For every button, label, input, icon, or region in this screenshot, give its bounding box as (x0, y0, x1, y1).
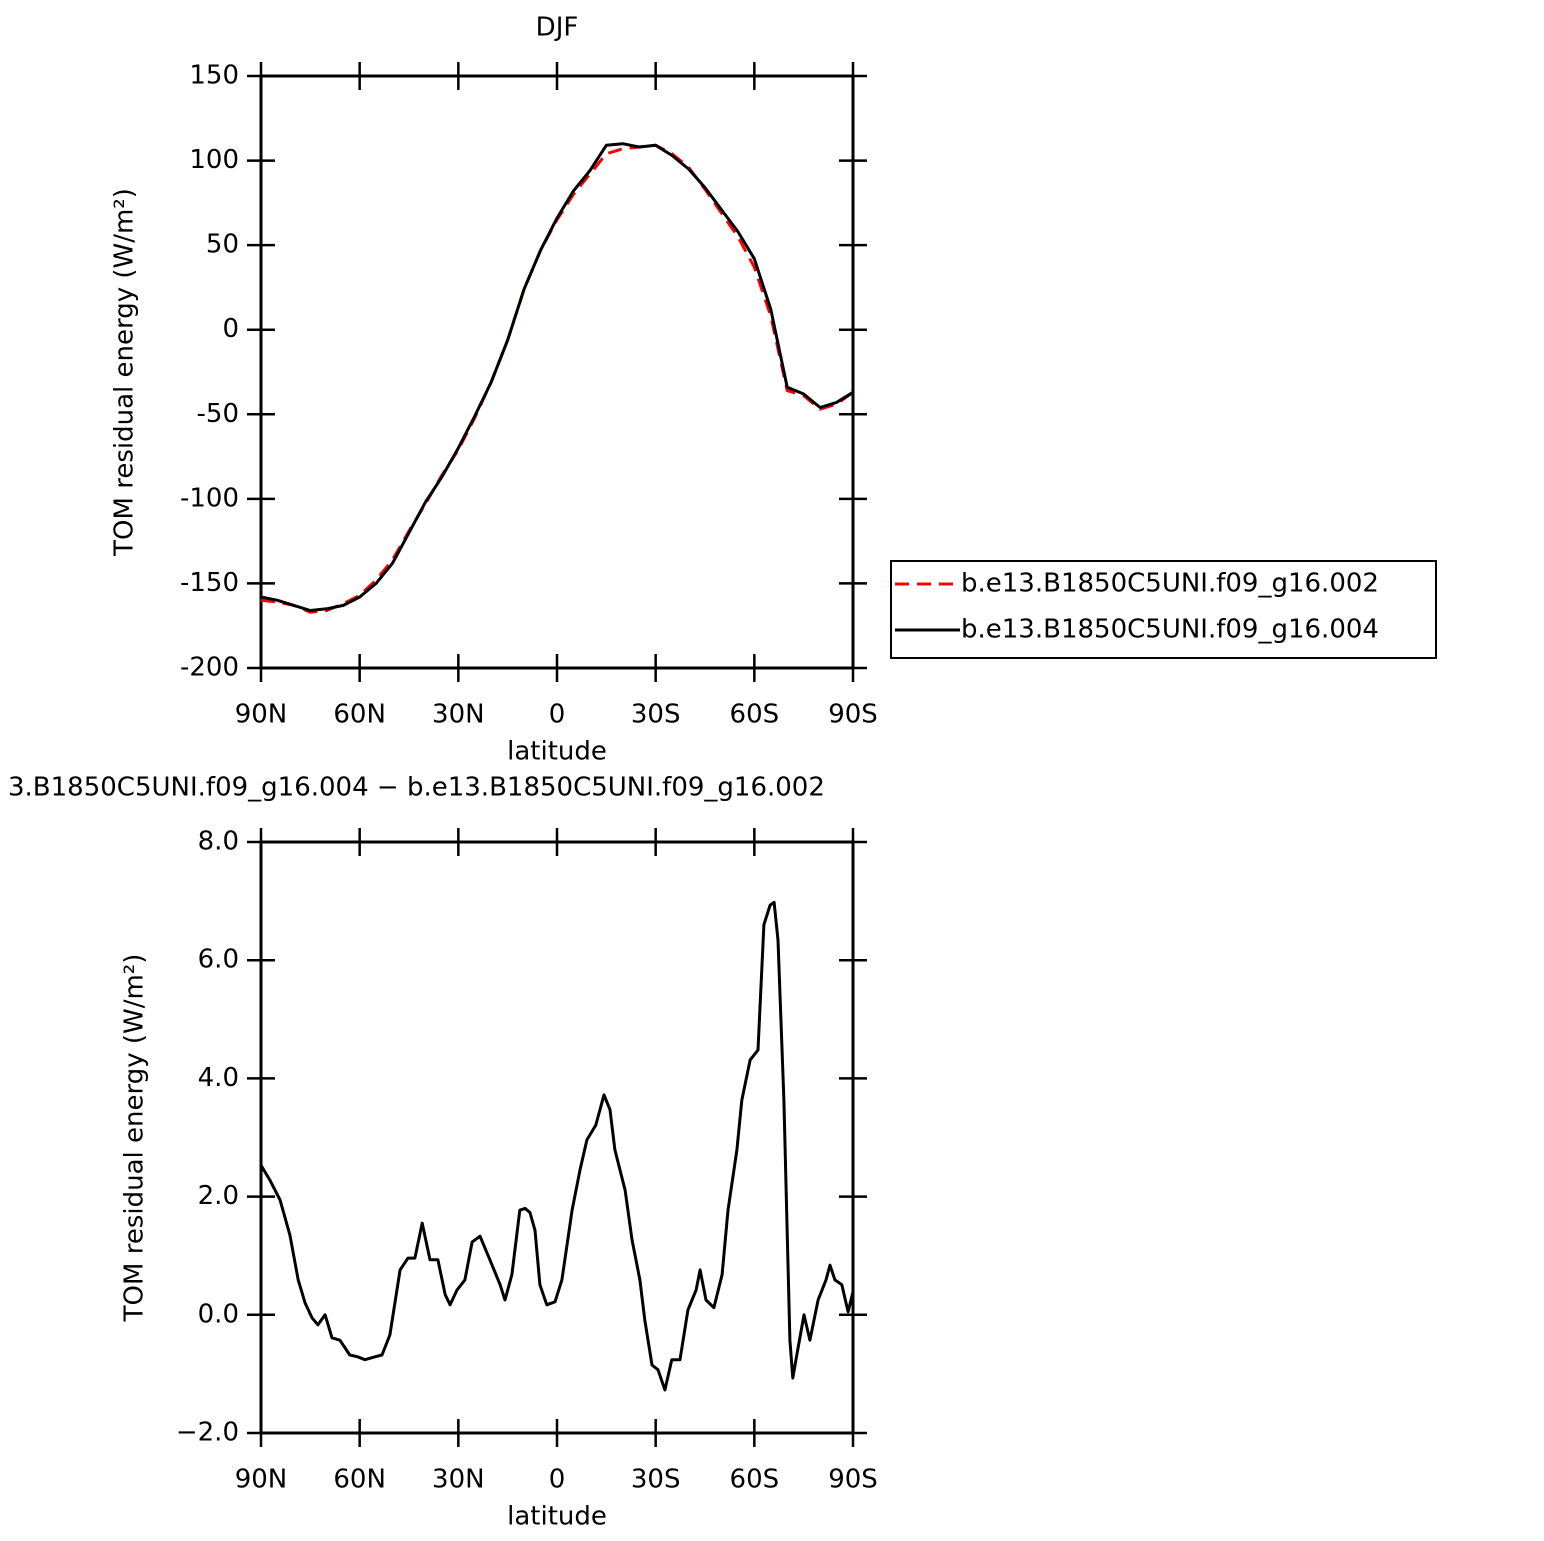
legend-label: b.e13.B1850C5UNI.f09_g16.004 (961, 615, 1379, 645)
plot: DJF latitude TOM residual energy (W/m²) -20… (110, 13, 1437, 767)
legend-label: b.e13.B1850C5UNI.f09_g16.002 (961, 569, 1379, 599)
x-tick-label: 30S (631, 1465, 681, 1495)
y-tick-label: 150 (189, 61, 239, 91)
x-tick-label: 30N (432, 700, 485, 730)
x-axis-label: latitude (507, 1502, 607, 1532)
x-tick-label: 90N (235, 1465, 288, 1495)
y-tick-label: 100 (189, 145, 239, 175)
y-tick-label: 2.0 (198, 1181, 239, 1211)
y-tick-label: 0 (222, 314, 239, 344)
y-tick-label: 50 (206, 230, 239, 260)
plot-frame (259, 840, 855, 1435)
x-tick-label: 0 (549, 1465, 566, 1495)
data-line (260, 142, 854, 612)
x-tick-label: 60N (333, 700, 386, 730)
y-tick-label: -50 (197, 399, 239, 429)
chart-title: DJF (536, 13, 579, 43)
x-tick-label: 0 (549, 700, 566, 730)
x-tick-label: 60S (730, 1465, 780, 1495)
y-tick-label: -100 (180, 483, 239, 513)
x-tick-label: 30S (631, 700, 681, 730)
legend-box (890, 560, 1437, 659)
y-axis-label: TOM residual energy (W/m²) (110, 188, 140, 557)
y-tick-label: -200 (180, 653, 239, 683)
y-tick-label: 8.0 (198, 827, 239, 857)
x-tick-label: 30N (432, 1465, 485, 1495)
x-axis-label: latitude (507, 737, 607, 767)
chart-title: 3.B1850C5UNI.f09_g16.004 − b.e13.B1850C5… (8, 773, 825, 803)
plot: 3.B1850C5UNI.f09_g16.004 − b.e13.B1850C5… (8, 773, 878, 1532)
data-line (259, 900, 855, 1392)
x-tick-label: 90S (828, 700, 878, 730)
y-tick-label: 4.0 (198, 1063, 239, 1093)
x-tick-label: 60S (730, 700, 780, 730)
y-tick-label: 0.0 (198, 1299, 239, 1329)
y-tick-label: −2.0 (176, 1418, 239, 1448)
y-axis-label: TOM residual energy (W/m²) (120, 954, 150, 1323)
plot-frame (259, 74, 855, 670)
y-tick-label: 6.0 (198, 945, 239, 975)
y-tick-label: -150 (180, 568, 239, 598)
x-tick-label: 60N (333, 1465, 386, 1495)
x-tick-label: 90N (235, 700, 288, 730)
x-tick-label: 90S (828, 1465, 878, 1495)
